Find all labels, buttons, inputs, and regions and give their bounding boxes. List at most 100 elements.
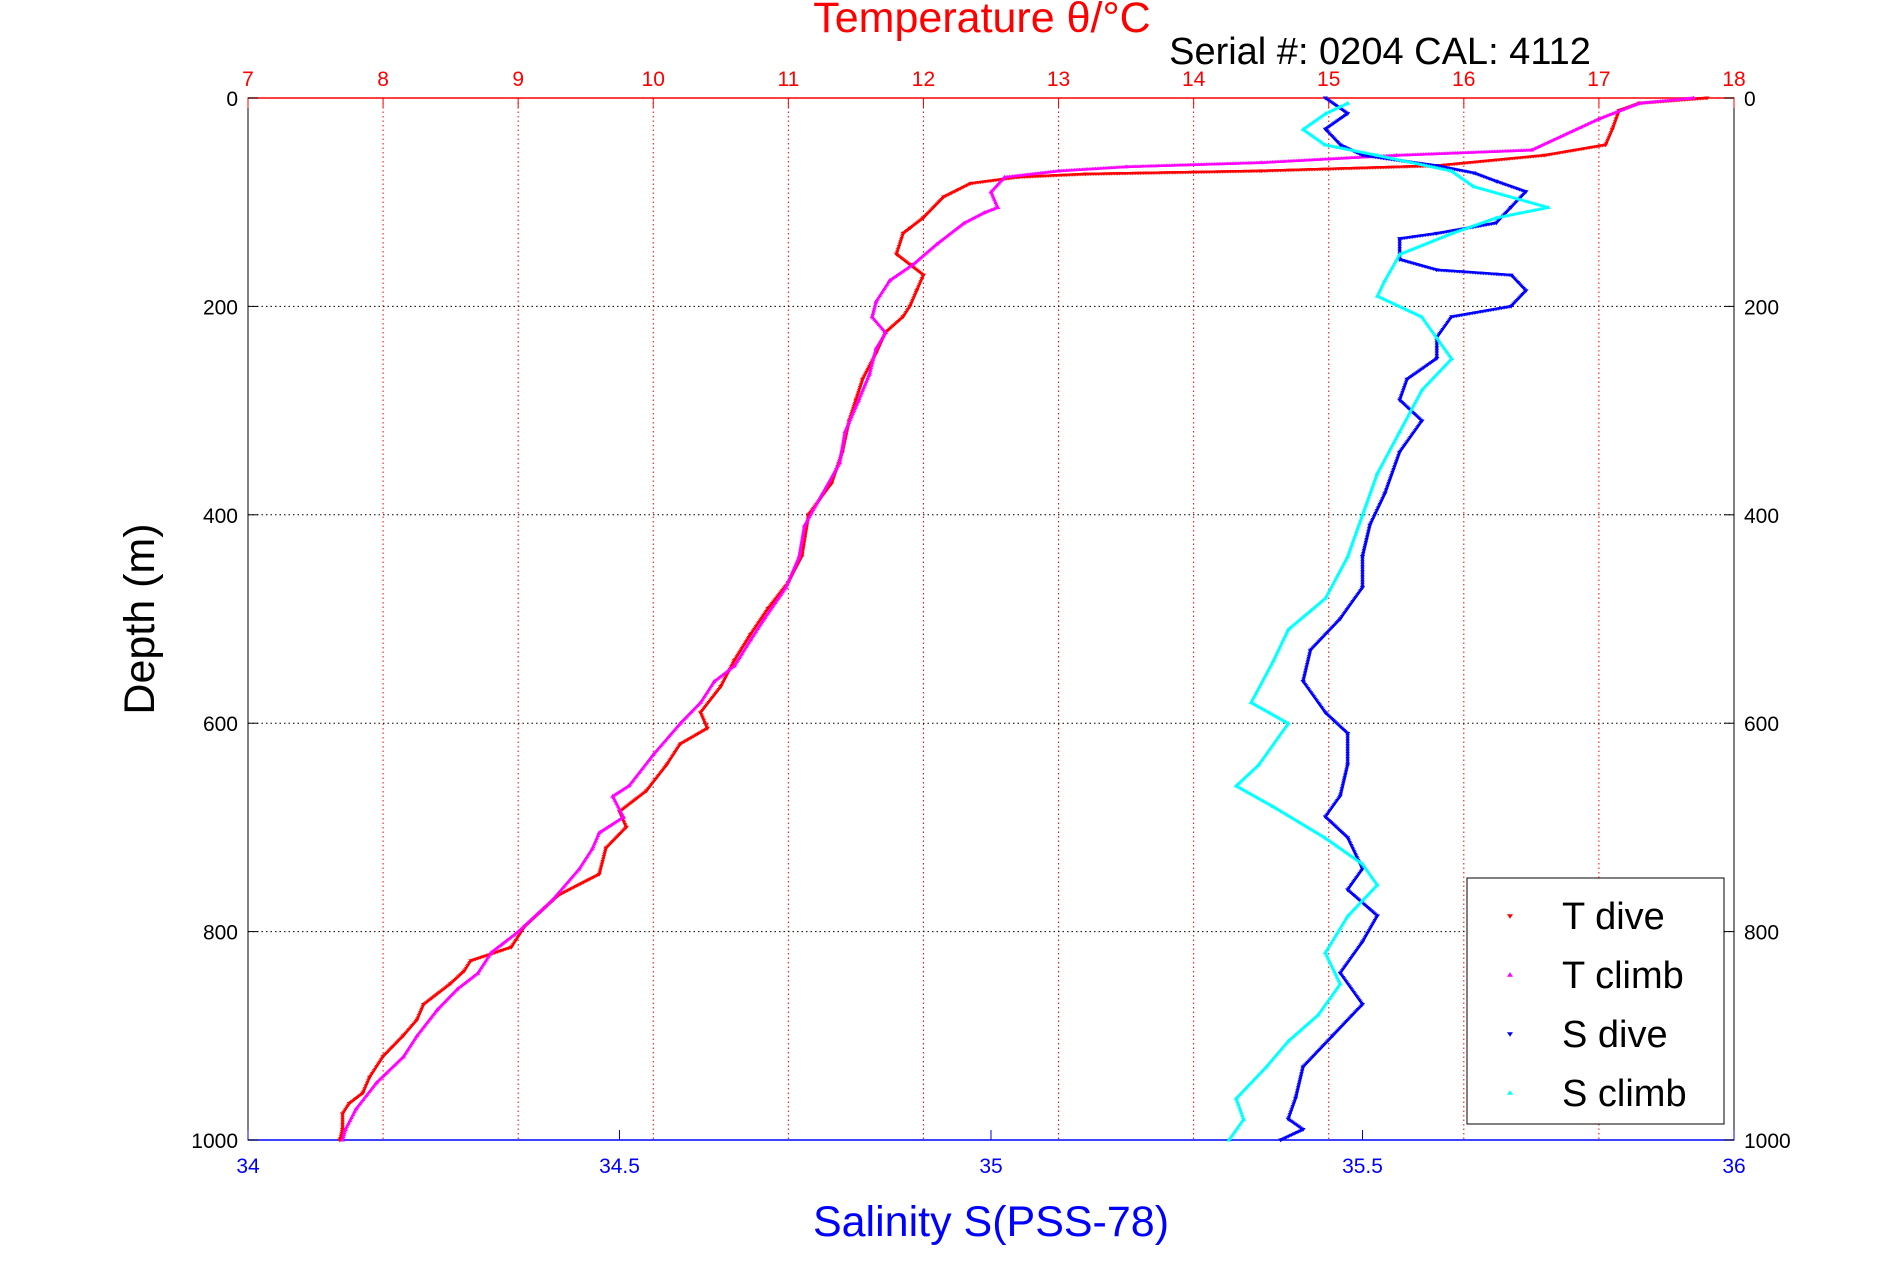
data-point [838, 452, 844, 456]
data-point [339, 1137, 346, 1142]
data-point [340, 1123, 345, 1127]
data-point [873, 349, 878, 353]
depth-tick-label-left: 400 [203, 505, 238, 528]
data-point [841, 436, 847, 440]
data-point [340, 1116, 345, 1120]
data-point [871, 310, 876, 314]
data-point [340, 1121, 345, 1125]
legend-marker [1507, 1032, 1513, 1037]
series-t-dive [337, 96, 1710, 1143]
legend-label: T dive [1562, 896, 1665, 938]
series-s-climb [1226, 100, 1551, 1142]
legend-marker [1507, 1090, 1513, 1095]
depth-tick-label-right: 200 [1744, 296, 1779, 319]
data-point [801, 522, 808, 527]
series-t-climb [339, 95, 1697, 1142]
data-point [342, 1131, 347, 1135]
legend-label: S climb [1562, 1073, 1687, 1115]
data-point [1233, 1095, 1239, 1100]
depth-tick-label-left: 0 [226, 88, 238, 111]
data-point [798, 547, 803, 552]
data-point [797, 549, 803, 553]
data-point [799, 541, 804, 545]
temperature-tick-label: 7 [242, 68, 254, 91]
data-point [801, 529, 806, 534]
salinity-tick-label: 35 [979, 1155, 1002, 1178]
data-point [799, 538, 805, 542]
data-point [871, 307, 877, 311]
temperature-tick-label: 16 [1452, 68, 1475, 91]
data-point [872, 305, 877, 309]
data-point [873, 302, 878, 306]
data-point [871, 354, 877, 358]
data-point [842, 429, 848, 433]
temperature-tick-label: 15 [1317, 68, 1340, 91]
data-point [800, 531, 806, 535]
axes-layer: 7 8 9 10 11 12 13 14 15 16 17 18 34 34.5 35 35.5 36 0 0 200… [191, 68, 1790, 1178]
data-point [342, 1127, 348, 1132]
data-point [842, 432, 847, 437]
data-point [841, 439, 846, 443]
data-point [873, 300, 878, 305]
data-point [800, 533, 806, 537]
data-point [838, 454, 844, 458]
data-point [842, 431, 848, 435]
salinity-tick-label: 34 [236, 1155, 260, 1178]
data-point [342, 1129, 348, 1133]
data-point [872, 352, 877, 356]
data-point [838, 455, 843, 460]
depth-tick-label-right: 0 [1744, 88, 1756, 111]
data-point [340, 1124, 345, 1129]
data-point [838, 457, 843, 461]
data-point [868, 365, 874, 369]
data-point [797, 551, 802, 555]
data-point [870, 359, 875, 363]
temperature-tick-label: 8 [377, 68, 389, 91]
temperature-tick-label: 9 [512, 68, 524, 91]
data-point [797, 552, 802, 557]
data-point [869, 362, 875, 366]
data-point [840, 442, 846, 446]
data-point [1226, 1137, 1232, 1142]
legend-marker [1507, 972, 1513, 977]
data-point [839, 449, 844, 453]
data-point [1278, 1138, 1284, 1143]
data-point [872, 303, 878, 308]
chart-subtitle: Serial #: 0204 CAL: 4112 [1169, 31, 1591, 73]
data-point [841, 437, 846, 441]
data-point [840, 440, 846, 445]
depth-tick-label-left: 200 [203, 296, 238, 319]
data-point [868, 367, 873, 371]
depth-tick-label-right: 1000 [1744, 1130, 1791, 1153]
data-point [839, 447, 845, 451]
data-point [339, 1112, 346, 1117]
data-point [837, 459, 843, 463]
data-point [871, 357, 876, 361]
data-point [800, 534, 805, 539]
legend-label: T climb [1562, 955, 1684, 997]
data-point [341, 1134, 346, 1138]
series-layer [337, 95, 1710, 1143]
data-point [840, 444, 845, 448]
depth-tick-label-right: 600 [1744, 713, 1779, 736]
temperature-tick-label: 18 [1722, 68, 1745, 91]
data-point [799, 539, 804, 543]
legend: T dive T climb S dive S climb [1466, 877, 1725, 1125]
data-point [839, 450, 844, 455]
data-point [871, 308, 876, 312]
data-point [800, 536, 805, 540]
data-point [801, 528, 806, 532]
data-point [798, 542, 804, 547]
chart-title: Temperature θ/°C [813, 0, 1150, 42]
depth-tick-label-left: 1000 [191, 1130, 238, 1153]
data-point [842, 434, 847, 438]
temperature-tick-label: 11 [777, 68, 799, 91]
depth-tick-label-right: 800 [1744, 922, 1779, 945]
data-point [871, 355, 876, 360]
y-axis-label: Depth (m) [116, 523, 164, 714]
data-point [339, 1128, 346, 1132]
x-axis-label: Salinity S(PSS-78) [813, 1198, 1169, 1246]
data-point [1359, 512, 1366, 517]
depth-tick-label-left: 600 [203, 713, 238, 736]
